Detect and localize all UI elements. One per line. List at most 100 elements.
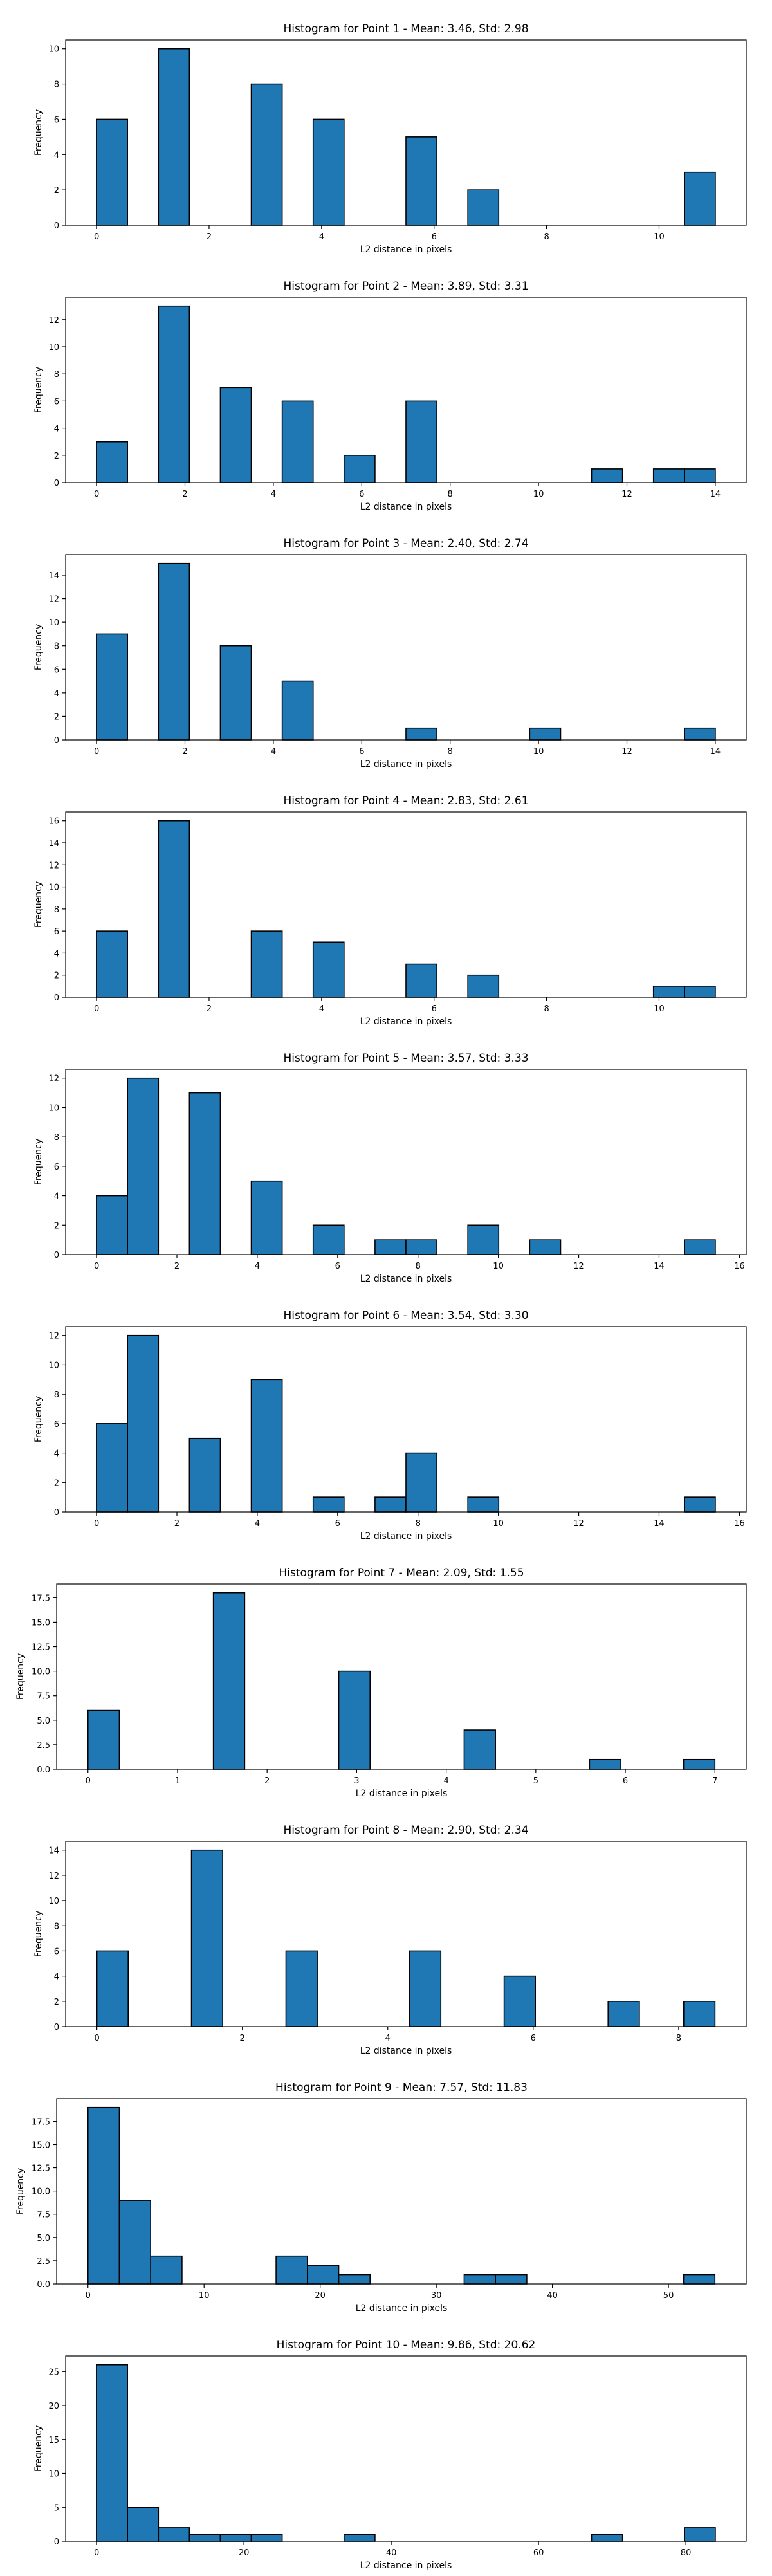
x-tick-label: 80	[681, 2548, 692, 2558]
x-tick-label: 6	[335, 1262, 340, 1271]
x-tick-label: 20	[315, 2291, 326, 2301]
histogram-svg: Histogram for Point 7 - Mean: 2.09, Std:…	[15, 1567, 747, 1799]
y-tick-label: 2	[54, 712, 59, 722]
histogram-bar	[127, 2507, 160, 2542]
x-tick-label: 4	[319, 232, 324, 242]
x-tick-label: 8	[544, 232, 549, 242]
y-tick-label: 4	[54, 1192, 59, 1202]
x-tick-label: 50	[663, 2291, 674, 2301]
histogram-bar	[188, 1092, 221, 1255]
histogram-bar	[405, 963, 437, 998]
x-tick-label: 0	[94, 1519, 99, 1529]
plot-frame	[65, 2355, 747, 2542]
x-tick-label: 4	[255, 1519, 260, 1529]
histogram-svg: Histogram for Point 2 - Mean: 3.89, Std:…	[33, 280, 747, 512]
x-tick-label: 0	[94, 490, 99, 499]
y-tick-label: 10	[48, 45, 59, 55]
y-tick-label: 10	[48, 343, 59, 353]
histogram-bar	[529, 1239, 562, 1255]
y-tick-label: 2.5	[37, 2257, 50, 2267]
histogram-bar	[591, 2534, 623, 2542]
y-tick-label: 12.5	[32, 1643, 50, 1653]
histogram-bar	[683, 1758, 716, 1770]
y-axis-label: Frequency	[33, 881, 44, 928]
y-tick-label: 2	[54, 1221, 59, 1231]
x-tick-label: 8	[416, 1262, 421, 1271]
y-tick-label: 10	[48, 1361, 59, 1370]
x-axis-label: L2 distance in pixels	[360, 244, 452, 255]
y-tick-label: 10	[48, 1103, 59, 1113]
histogram-bar	[312, 1496, 345, 1513]
histogram-bar	[190, 1849, 223, 2027]
y-tick-label: 0.0	[37, 1765, 50, 1775]
y-tick-label: 0	[54, 2023, 59, 2032]
histogram-bar	[503, 1975, 537, 2027]
x-axis-label: L2 distance in pixels	[360, 1017, 452, 1027]
x-axis-label: L2 distance in pixels	[360, 1274, 452, 1284]
y-tick-label: 10	[48, 2470, 59, 2479]
chart-title: Histogram for Point 4 - Mean: 2.83, Std:…	[283, 795, 528, 807]
y-tick-label: 8	[54, 80, 59, 90]
histogram-bar	[684, 468, 716, 483]
y-tick-label: 10.0	[32, 1668, 50, 1677]
x-tick-label: 10	[199, 2291, 210, 2301]
x-tick-label: 4	[271, 747, 276, 757]
x-tick-label: 0	[94, 747, 99, 757]
x-tick-label: 8	[448, 747, 453, 757]
x-tick-label: 10	[533, 490, 544, 499]
y-tick-label: 7.5	[37, 1692, 50, 1702]
y-tick-label: 12.5	[32, 2164, 50, 2174]
x-tick-label: 4	[255, 1262, 260, 1271]
y-tick-label: 12	[48, 1872, 59, 1881]
y-axis-label: Frequency	[33, 1911, 44, 1957]
plot-frame	[65, 1841, 747, 2027]
histogram-svg: Histogram for Point 9 - Mean: 7.57, Std:…	[15, 2081, 747, 2314]
y-axis-label: Frequency	[15, 2168, 26, 2214]
x-tick-label: 8	[544, 1004, 549, 1014]
x-tick-label: 0	[94, 2548, 99, 2558]
histogram-bar	[591, 468, 623, 483]
histogram-bar	[281, 680, 314, 741]
histogram-bar	[219, 645, 252, 741]
y-tick-label: 0	[54, 1251, 59, 1260]
histogram-bar	[374, 1239, 407, 1255]
y-axis-label: Frequency	[33, 624, 44, 670]
histogram-bar	[96, 633, 128, 741]
histogram-bar	[96, 1950, 129, 2027]
histogram-svg: Histogram for Point 6 - Mean: 3.54, Std:…	[33, 1309, 747, 1541]
y-tick-label: 0	[54, 1508, 59, 1518]
chart-title: Histogram for Point 1 - Mean: 3.46, Std:…	[283, 23, 528, 35]
histogram-bar	[96, 441, 128, 483]
x-tick-label: 1	[175, 1776, 180, 1786]
histogram-bar	[467, 1496, 500, 1513]
y-tick-label: 12	[48, 595, 59, 605]
x-tick-label: 16	[734, 1519, 745, 1529]
chart-title: Histogram for Point 7 - Mean: 2.09, Std:…	[279, 1567, 524, 1579]
histogram-svg: Histogram for Point 4 - Mean: 2.83, Std:…	[33, 795, 747, 1027]
y-tick-label: 8	[54, 1390, 59, 1400]
x-tick-label: 0	[86, 2291, 91, 2301]
x-tick-label: 10	[493, 1262, 504, 1271]
y-axis-label: Frequency	[33, 1396, 44, 1442]
histogram-bar	[96, 1195, 128, 1255]
histogram-svg: Histogram for Point 3 - Mean: 2.40, Std:…	[33, 537, 747, 769]
chart-title: Histogram for Point 2 - Mean: 3.89, Std:…	[283, 280, 528, 293]
x-tick-label: 0	[94, 2034, 99, 2043]
x-tick-label: 6	[623, 1776, 628, 1786]
histogram-bar	[158, 820, 190, 998]
y-tick-label: 0	[54, 993, 59, 1003]
y-tick-label: 0	[54, 2537, 59, 2547]
y-tick-label: 5	[54, 2503, 59, 2513]
histogram-bar	[463, 1729, 496, 1770]
y-tick-label: 14	[48, 1846, 59, 1856]
histogram-bar	[338, 2274, 371, 2285]
y-axis-label: Frequency	[15, 1653, 26, 1700]
y-tick-label: 8	[54, 1922, 59, 1931]
x-axis-label: L2 distance in pixels	[356, 1789, 448, 1799]
histogram-bar	[495, 2274, 528, 2285]
histogram-panel: Histogram for Point 8 - Mean: 2.90, Std:…	[0, 1801, 772, 2059]
x-tick-label: 0	[94, 232, 99, 242]
x-tick-label: 2	[182, 490, 187, 499]
histogram-bar	[250, 2534, 283, 2542]
x-tick-label: 12	[573, 1519, 584, 1529]
